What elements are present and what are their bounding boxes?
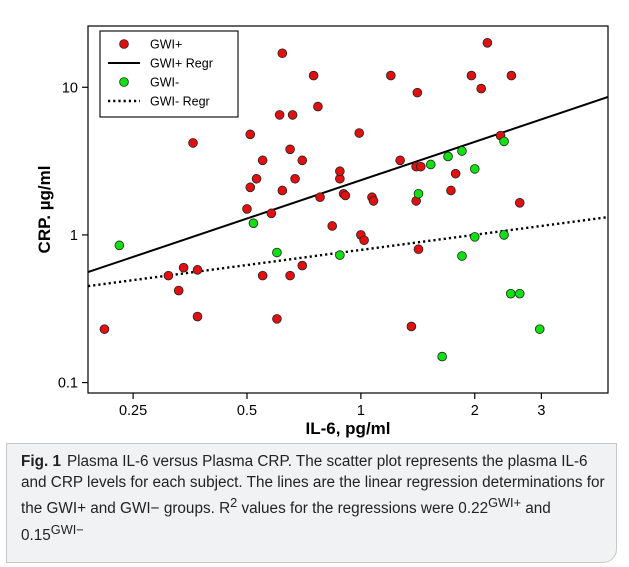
gwi-plus-point [359, 235, 369, 246]
gwi-minus-point [499, 136, 509, 147]
chart-background [0, 0, 629, 443]
gwi-plus-point [277, 48, 288, 59]
figure-caption: Fig. 1 Plasma IL-6 versus Plasma CRP. The… [6, 443, 617, 563]
caption-superscript-gwi-plus: GWI+ [488, 495, 522, 510]
gwi-plus-point [178, 262, 189, 273]
gwi-minus-point [499, 230, 509, 240]
gwi-minus-point [413, 188, 424, 199]
gwi-plus-point [327, 221, 338, 231]
gwi-minus-point [425, 159, 436, 170]
y-axis-label: CRP. µg/ml [35, 166, 54, 254]
legend: GWI+ GWI+ Regr GWI- GWI- Regr [99, 30, 239, 118]
legend-label: GWI- [150, 76, 179, 90]
x-tick-label: 2 [471, 403, 479, 419]
gwi-plus-point [354, 128, 365, 138]
gwi-plus-point [99, 324, 110, 334]
x-tick-label: 0.25 [119, 403, 147, 419]
legend-gwi-minus-marker [119, 77, 129, 87]
gwi-minus-point [469, 232, 480, 242]
legend-label: GWI+ Regr [150, 57, 213, 71]
gwi-plus-point [192, 311, 203, 322]
gwi-plus-point [290, 173, 300, 184]
gwi-minus-regression-line [88, 215, 608, 288]
legend-gwi-plus-marker [119, 39, 129, 49]
gwi-plus-point [313, 101, 323, 112]
gwi-plus-point [308, 70, 319, 81]
gwi-plus-point [277, 185, 288, 196]
gwi-plus-point [245, 182, 256, 193]
gwi-plus-point [335, 166, 345, 177]
gwi-minus-point [335, 250, 345, 260]
gwi-plus-point [242, 204, 252, 214]
gwi-minus-point [248, 218, 259, 229]
gwi-plus-point [285, 144, 295, 155]
gwi-plus-point [450, 168, 461, 179]
y-tick-label: 0.1 [58, 376, 78, 392]
y-tick-label: 1 [70, 228, 78, 244]
gwi-plus-point [266, 208, 277, 219]
gwi-minus-point [457, 251, 467, 261]
gwi-minus-point [437, 351, 447, 362]
gwi-plus-point [173, 285, 184, 296]
gwi-plus-point [272, 314, 282, 324]
gwi-plus-point [287, 110, 298, 120]
gwi-plus-point [251, 173, 262, 184]
gwi-plus-point [413, 244, 424, 255]
y-tick-label: 10 [62, 80, 78, 96]
gwi-plus-point [163, 270, 174, 281]
gwi-plus-point [406, 321, 417, 332]
gwi-plus-regression-line [88, 95, 608, 274]
gwi-plus-point [446, 185, 456, 196]
caption-superscript-r2: 2 [230, 495, 238, 510]
caption-mid-text: values for the regressions were 0.22 [237, 500, 489, 518]
gwi-minus-point [457, 146, 467, 156]
gwi-plus-point [395, 155, 405, 166]
gwi-plus-point [514, 198, 525, 208]
caption-and-text: and 0.15 [21, 500, 551, 544]
gwi-plus-point [340, 190, 351, 201]
gwi-plus-point [506, 70, 517, 81]
gwi-plus-point [257, 270, 268, 281]
plot-layer [88, 38, 608, 362]
x-tick-label: 1 [357, 403, 365, 419]
gwi-plus-point [257, 155, 268, 166]
caption-text: Plasma IL-6 versus Plasma CRP. The scatt… [21, 453, 605, 518]
scatter-chart: 0.25 0.5 1 2 3 0.1 1 10 GWI+ GWI+ Regr GWI- GWI- R… [0, 0, 629, 443]
caption-superscript-gwi-minus: GWI− [50, 521, 84, 537]
gwi-plus-point [192, 265, 203, 275]
gwi-plus-point [415, 161, 426, 172]
gwi-plus-point [188, 138, 198, 148]
gwi-minus-point [514, 288, 525, 299]
axis-layer: 0.25 0.5 1 2 3 0.1 1 10 [58, 80, 546, 419]
gwi-plus-point [315, 192, 325, 203]
x-axis-label: IL-6, pg/ml [306, 419, 391, 438]
gwi-minus-point [534, 324, 545, 334]
gwi-plus-point [274, 110, 285, 120]
gwi-minus-point [114, 240, 125, 251]
gwi-minus-point [272, 247, 282, 258]
legend-label: GWI+ [150, 38, 182, 52]
gwi-plus-point [297, 260, 308, 271]
plot-frame [87, 25, 609, 394]
gwi-minus-point [505, 288, 516, 299]
gwi-plus-point [466, 70, 477, 81]
x-tick-label: 0.5 [237, 403, 257, 419]
legend-label: GWI- Regr [150, 95, 210, 109]
gwi-plus-point [386, 70, 396, 81]
gwi-plus-point [285, 270, 295, 281]
gwi-minus-point [469, 164, 480, 174]
gwi-plus-point [368, 196, 379, 206]
gwi-plus-point [297, 155, 308, 166]
x-tick-label: 3 [537, 403, 545, 419]
gwi-plus-point [412, 87, 423, 98]
gwi-plus-point [482, 38, 493, 48]
figure-label: Fig. 1 [21, 453, 61, 470]
gwi-plus-point [245, 129, 256, 140]
gwi-minus-point [443, 151, 453, 162]
gwi-plus-point [476, 83, 487, 94]
